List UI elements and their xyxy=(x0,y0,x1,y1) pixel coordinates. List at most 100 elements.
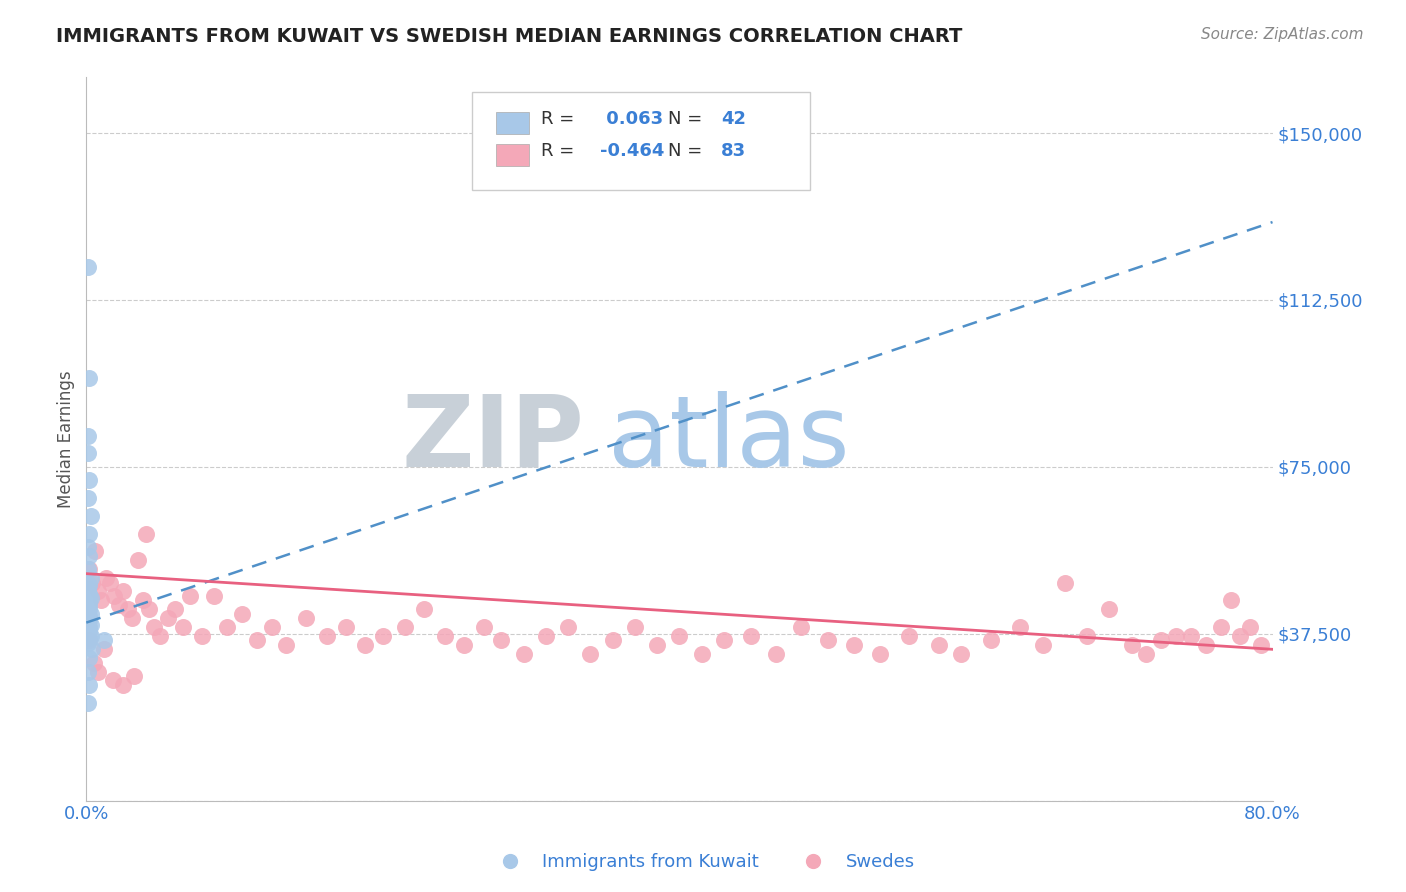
Point xyxy=(77,613,100,627)
Point xyxy=(202,589,225,603)
Point xyxy=(1250,638,1272,652)
Point xyxy=(156,611,179,625)
Point xyxy=(76,596,98,610)
Point xyxy=(231,607,253,621)
Point xyxy=(172,620,194,634)
Point xyxy=(93,642,115,657)
Point xyxy=(76,605,98,619)
Point xyxy=(77,651,100,665)
Point xyxy=(1098,602,1121,616)
Point xyxy=(191,629,214,643)
Point xyxy=(557,620,579,634)
Point xyxy=(76,615,98,630)
Point xyxy=(76,260,98,274)
Point xyxy=(76,665,98,679)
Point xyxy=(77,549,100,563)
Point xyxy=(77,587,100,601)
Text: R =: R = xyxy=(541,142,579,161)
Point xyxy=(77,609,100,624)
Point xyxy=(645,638,668,652)
Point xyxy=(84,544,107,558)
Point xyxy=(491,633,513,648)
Point xyxy=(1150,633,1173,648)
Text: Source: ZipAtlas.com: Source: ZipAtlas.com xyxy=(1201,27,1364,42)
Text: 83: 83 xyxy=(721,142,747,161)
Point xyxy=(77,473,100,487)
FancyBboxPatch shape xyxy=(495,144,529,166)
Point xyxy=(112,584,135,599)
Text: -0.464: -0.464 xyxy=(600,142,664,161)
Point xyxy=(122,669,145,683)
Point xyxy=(149,629,172,643)
Point xyxy=(112,678,135,692)
Legend: Immigrants from Kuwait, Swedes: Immigrants from Kuwait, Swedes xyxy=(484,847,922,879)
Point xyxy=(77,678,100,692)
Point xyxy=(1180,629,1202,643)
Point xyxy=(108,598,131,612)
Point xyxy=(1195,638,1218,652)
Point xyxy=(77,593,100,607)
Point xyxy=(434,629,457,643)
Point xyxy=(76,491,98,505)
Point xyxy=(260,620,283,634)
Point xyxy=(453,638,475,652)
Point xyxy=(371,629,394,643)
Text: R =: R = xyxy=(541,111,579,128)
Point xyxy=(77,578,100,592)
Point xyxy=(1010,620,1032,634)
Point xyxy=(246,633,269,648)
Point xyxy=(87,584,110,599)
Point xyxy=(76,622,98,636)
Point xyxy=(512,647,534,661)
Point xyxy=(80,508,103,523)
Point xyxy=(315,629,337,643)
Text: 0.063: 0.063 xyxy=(600,111,664,128)
Point xyxy=(131,593,153,607)
Point xyxy=(98,575,121,590)
Point xyxy=(1076,629,1098,643)
Point xyxy=(1121,638,1143,652)
Point xyxy=(1166,629,1188,643)
FancyBboxPatch shape xyxy=(495,112,529,134)
Point xyxy=(817,633,839,648)
Point xyxy=(1209,620,1232,634)
Point xyxy=(413,602,436,616)
Point xyxy=(77,624,100,639)
Point xyxy=(76,696,98,710)
Point xyxy=(579,647,602,661)
Point xyxy=(1239,620,1261,634)
Point xyxy=(624,620,647,634)
Point xyxy=(602,633,624,648)
Point xyxy=(138,602,160,616)
Point xyxy=(77,526,100,541)
Point xyxy=(980,633,1002,648)
Point xyxy=(87,665,110,679)
Point xyxy=(765,647,787,661)
Point xyxy=(135,526,157,541)
Point xyxy=(217,620,239,634)
Point xyxy=(76,582,98,597)
Point xyxy=(354,638,377,652)
Point xyxy=(1135,647,1157,661)
Point xyxy=(1220,593,1243,607)
Point xyxy=(790,620,813,634)
Point xyxy=(80,591,103,606)
Point xyxy=(80,617,103,632)
Point xyxy=(472,620,495,634)
Point xyxy=(77,620,100,634)
Point xyxy=(101,673,124,688)
Point xyxy=(77,633,100,648)
Point xyxy=(83,656,105,670)
Point xyxy=(950,647,973,661)
Text: 42: 42 xyxy=(721,111,747,128)
Text: IMMIGRANTS FROM KUWAIT VS SWEDISH MEDIAN EARNINGS CORRELATION CHART: IMMIGRANTS FROM KUWAIT VS SWEDISH MEDIAN… xyxy=(56,27,963,45)
Point xyxy=(668,629,690,643)
Point xyxy=(77,371,100,385)
Point xyxy=(165,602,187,616)
Point xyxy=(1053,575,1076,590)
Point xyxy=(898,629,921,643)
Point xyxy=(80,629,103,643)
Point xyxy=(335,620,357,634)
Point xyxy=(76,589,98,603)
Point xyxy=(928,638,950,652)
